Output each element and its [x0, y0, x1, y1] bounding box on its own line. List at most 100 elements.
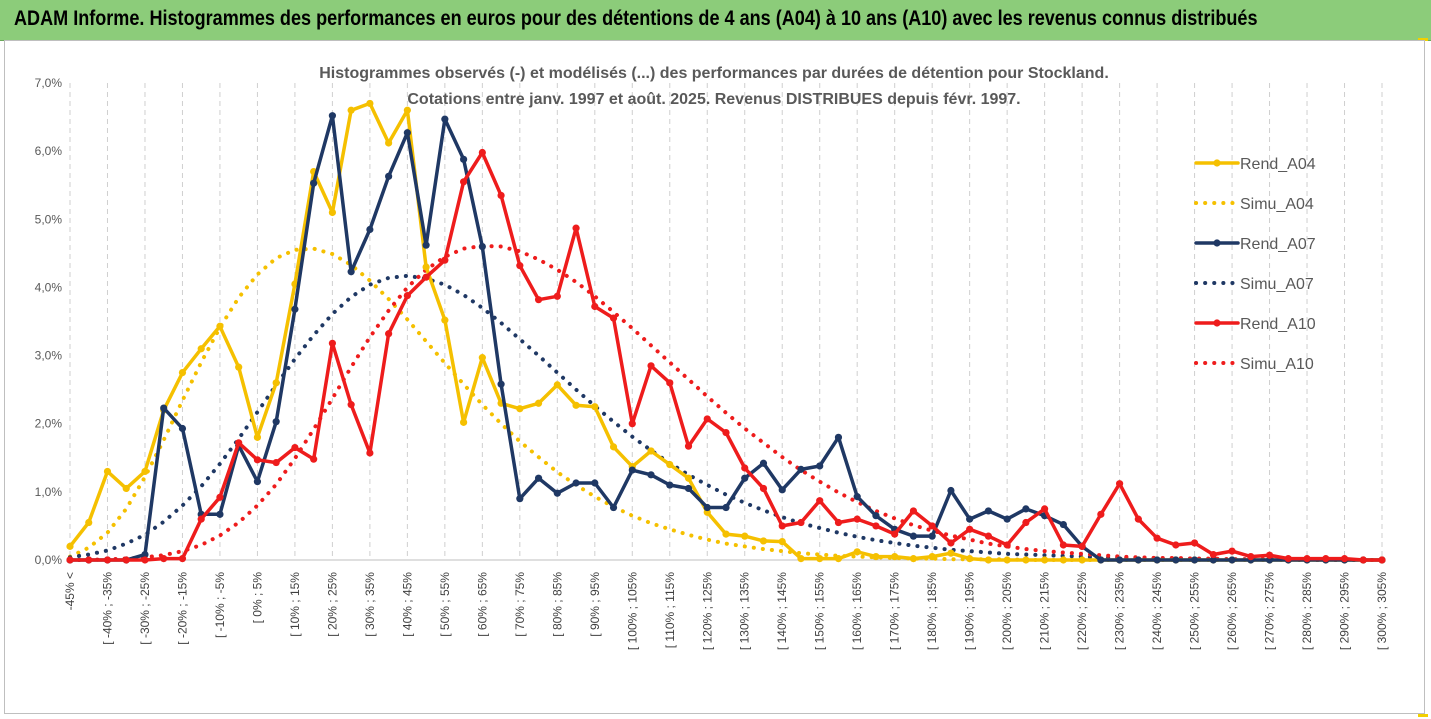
data-point [478, 242, 486, 251]
data-point [366, 99, 374, 108]
data-point [572, 224, 580, 232]
data-point [122, 484, 130, 493]
data-point [647, 362, 655, 370]
series-simu-a10 [68, 243, 1384, 562]
data-point [422, 241, 430, 249]
data-point [1134, 515, 1142, 523]
data-point [460, 155, 468, 163]
data-point [85, 556, 93, 564]
data-point [328, 208, 336, 217]
data-point [403, 129, 411, 137]
data-point [516, 262, 524, 270]
x-tick-label: [ 40% ; 45% [400, 572, 414, 637]
data-point [1284, 555, 1292, 563]
data-point [516, 495, 524, 503]
x-tick-label: [ 50% ; 55% [438, 572, 452, 637]
data-point [216, 493, 224, 501]
legend-item-simu-a10: Simu_A10 [1194, 356, 1314, 373]
data-point [178, 555, 187, 563]
x-tick-label: [ 220% ; 225% [1075, 572, 1089, 650]
data-point [722, 503, 730, 512]
x-tick-label: [ 240% ; 245% [1150, 572, 1164, 650]
series-line [68, 150, 1384, 562]
data-point [816, 462, 824, 470]
data-point [1059, 520, 1067, 529]
data-point [216, 322, 224, 330]
x-tick-label: [ -10% ; -5% [213, 572, 227, 638]
data-point [966, 555, 974, 563]
x-tick-label: [ 20% ; 25% [325, 572, 339, 637]
x-tick-label: [ 30% ; 35% [363, 572, 377, 637]
data-point [797, 518, 805, 527]
legend-item-rend-a04: Rend_A04 [1194, 156, 1316, 173]
x-tick-label: [ 300% ; 305% [1375, 572, 1389, 650]
corner-mark [1418, 38, 1428, 41]
data-point [103, 556, 112, 564]
data-point [216, 510, 224, 518]
x-tick-label: [ -20% ; -15% [175, 572, 189, 645]
data-point [1359, 556, 1367, 564]
data-point [441, 115, 449, 123]
x-tick-label: [ 60% ; 65% [475, 572, 489, 637]
series-simu-a04 [68, 246, 1384, 562]
legend-label: Rend_A04 [1240, 156, 1316, 173]
data-point [853, 493, 861, 501]
data-point [141, 467, 149, 476]
data-point [366, 225, 374, 234]
data-point [872, 512, 880, 520]
data-point [741, 464, 749, 472]
data-point [385, 172, 393, 180]
data-point [872, 522, 880, 530]
legend-label: Simu_A10 [1240, 356, 1314, 373]
data-point [197, 515, 205, 523]
legend-label: Simu_A07 [1240, 276, 1314, 293]
series-line [68, 243, 1384, 562]
data-point [684, 442, 693, 450]
data-point [122, 556, 130, 564]
data-point [178, 424, 187, 433]
legend-label: Simu_A04 [1240, 196, 1314, 213]
x-tick-label: [ 110% ; 115% [663, 572, 677, 649]
data-point [1041, 556, 1049, 564]
data-point [591, 403, 599, 411]
data-point [984, 556, 993, 564]
series-line [68, 273, 1384, 562]
x-tick-label: [ 200% ; 205% [1000, 572, 1014, 650]
data-point [684, 484, 693, 493]
x-tick-label: [ 210% ; 215% [1038, 572, 1052, 650]
data-point [553, 381, 561, 389]
data-point [291, 443, 299, 452]
y-tick-label: 4,0% [35, 280, 63, 294]
data-point [1078, 556, 1086, 564]
data-point [478, 148, 486, 157]
data-point [572, 401, 580, 409]
x-tick-label: [ 260% ; 265% [1225, 572, 1239, 650]
data-point [66, 542, 74, 550]
data-point [741, 474, 749, 482]
data-point [328, 339, 336, 347]
y-tick-label: 0,0% [35, 553, 63, 567]
data-point [253, 433, 262, 441]
data-point [816, 555, 824, 563]
x-tick-label: [ 140% ; 145% [775, 572, 789, 650]
data-point [422, 263, 430, 271]
data-point [609, 314, 618, 322]
legend-item-simu-a04: Simu_A04 [1194, 196, 1314, 213]
data-point [160, 555, 168, 563]
data-point [66, 556, 74, 564]
data-point [928, 522, 936, 530]
data-point [534, 474, 543, 482]
data-point [909, 555, 918, 563]
data-point [1172, 541, 1180, 549]
legend-item-rend-a07: Rend_A07 [1194, 236, 1316, 253]
x-tick-label: [ 150% ; 155% [813, 572, 827, 650]
x-tick-label: [ 0% ; 5% [250, 572, 264, 624]
chart-title-line: Cotations entre janv. 1997 et août. 2025… [407, 91, 1020, 108]
data-point [347, 106, 355, 114]
data-point [666, 461, 674, 469]
data-point [328, 112, 336, 120]
data-point [891, 552, 899, 561]
data-point [178, 369, 187, 377]
data-point [778, 486, 786, 494]
data-point [1059, 541, 1067, 549]
